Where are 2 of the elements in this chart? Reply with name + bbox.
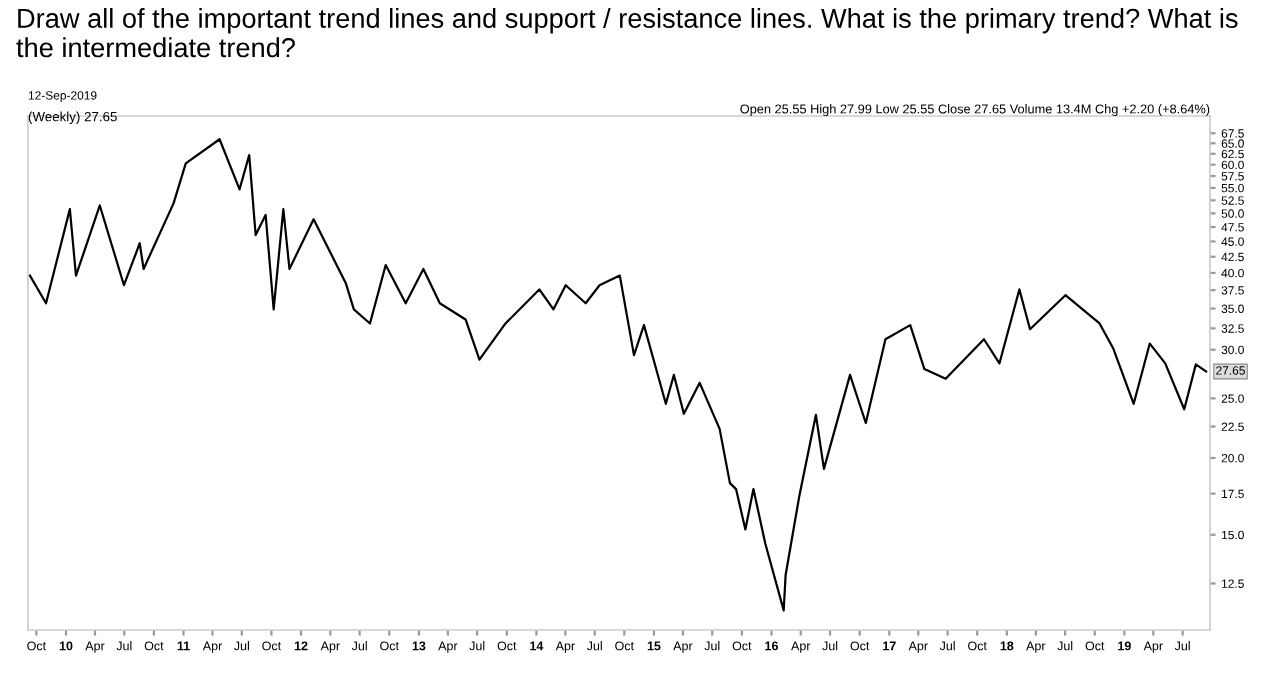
chart-title: Draw all of the important trend lines and support / resistance lines. What is the primary trend? What is the intermediate trend? bbox=[16, 8, 1238, 58]
line-series bbox=[28, 138, 1208, 612]
